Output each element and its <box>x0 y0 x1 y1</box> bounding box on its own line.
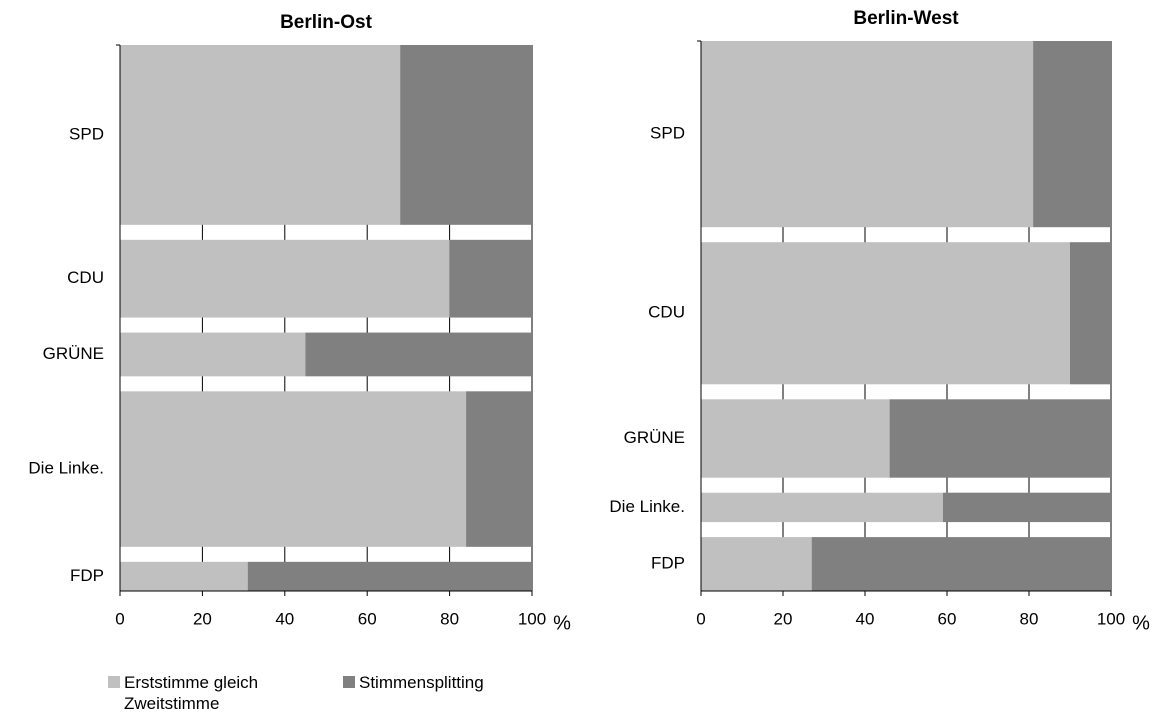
bar-segment <box>701 492 943 523</box>
x-tick-label: 60 <box>358 609 377 628</box>
bar-segment <box>1033 41 1111 228</box>
y-tick-label: CDU <box>648 303 685 322</box>
bar-segment <box>701 537 812 591</box>
x-tick-label: 40 <box>856 609 875 628</box>
y-tick-label: Die Linke. <box>28 459 104 478</box>
x-tick-label: 0 <box>696 609 705 628</box>
bar-segment <box>120 332 306 377</box>
bar-segment <box>120 561 248 591</box>
bar-segment <box>701 242 1070 385</box>
x-tick-label: 80 <box>1020 609 1039 628</box>
bar-segment <box>811 537 1111 591</box>
legend-label: Stimmensplitting <box>359 673 484 692</box>
x-tick-label: 0 <box>115 609 124 628</box>
bar-segment <box>701 41 1034 228</box>
legend-item: Stimmensplitting <box>343 672 563 693</box>
bar-segment <box>247 561 532 591</box>
x-tick-label: 100 <box>518 609 546 628</box>
bar-segment <box>466 391 532 547</box>
y-tick-label: SPD <box>650 124 685 143</box>
y-tick-label: GRÜNE <box>43 344 104 363</box>
bar-segment <box>942 492 1111 523</box>
x-tick-label: 20 <box>193 609 212 628</box>
x-tick-label: 60 <box>938 609 957 628</box>
bar-segment <box>120 239 450 318</box>
x-tick-label: 40 <box>275 609 294 628</box>
legend-swatch <box>108 676 120 688</box>
chart-title: Berlin-Ost <box>280 12 373 33</box>
y-tick-label: Die Linke. <box>609 497 685 516</box>
y-tick-label: SPD <box>69 124 104 143</box>
x-unit: % <box>553 612 571 634</box>
bar-segment <box>400 45 532 225</box>
legend-label: Erststimme gleich Zweitstimme <box>124 673 259 713</box>
legend-swatch <box>343 676 355 688</box>
y-tick-label: FDP <box>651 554 685 573</box>
bar-segment <box>449 239 532 318</box>
bar-segment <box>305 332 532 377</box>
x-tick-label: 20 <box>774 609 793 628</box>
x-tick-label: 100 <box>1097 609 1125 628</box>
bar-segment <box>701 399 890 478</box>
y-tick-label: FDP <box>70 566 104 585</box>
y-tick-label: GRÜNE <box>624 428 685 447</box>
bar-segment <box>120 391 467 547</box>
y-tick-label: CDU <box>67 268 104 287</box>
x-tick-label: 80 <box>440 609 459 628</box>
bar-segment <box>1070 242 1111 385</box>
bar-segment <box>889 399 1111 478</box>
legend-item: Erststimme gleich Zweitstimme <box>108 672 308 714</box>
x-unit: % <box>1132 612 1150 634</box>
chart-title: Berlin-West <box>853 8 959 29</box>
bar-segment <box>120 45 401 225</box>
